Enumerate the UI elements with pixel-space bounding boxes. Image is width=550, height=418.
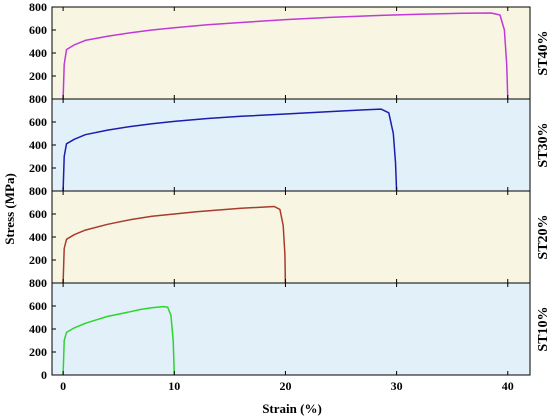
y-tick-label: 600 xyxy=(29,115,47,129)
panel-label: ST40% xyxy=(536,30,550,75)
y-tick-label: 800 xyxy=(29,276,47,290)
y-tick-label: 400 xyxy=(29,46,47,60)
stress-strain-curve xyxy=(62,12,509,100)
y-tick-label: 400 xyxy=(29,230,47,244)
y-tick-label: 0 xyxy=(41,368,47,382)
y-tick-label: 600 xyxy=(29,207,47,221)
y-tick-label: 200 xyxy=(29,253,47,267)
y-tick-label: 600 xyxy=(29,23,47,37)
panel-label: ST30% xyxy=(536,122,550,167)
y-tick-label: 400 xyxy=(29,322,47,336)
y-tick-label: 800 xyxy=(29,0,47,14)
x-axis: 0 10 20 30 40 xyxy=(60,379,514,393)
stress-strain-curve xyxy=(62,205,287,284)
panel-1: 200 400 600 800 ST40% xyxy=(29,0,550,100)
panel-background xyxy=(52,191,530,283)
y-tick-label: 800 xyxy=(29,92,47,106)
panel-3: 200 400 600 800 ST20% xyxy=(29,184,550,284)
x-axis-label: Strain (%) xyxy=(262,401,322,416)
x-tick-label: 20 xyxy=(279,379,291,393)
y-tick-label: 200 xyxy=(29,161,47,175)
panel-label: ST20% xyxy=(536,214,550,259)
panel-background xyxy=(52,99,530,191)
panel-background xyxy=(52,7,530,99)
y-tick-label: 400 xyxy=(29,138,47,152)
panel-4: 0 200 400 600 800 ST10% xyxy=(29,276,550,382)
y-tick-label: 600 xyxy=(29,299,47,313)
panel-2: 200 400 600 800 ST30% xyxy=(29,92,550,192)
stress-strain-curve xyxy=(62,305,176,376)
y-tick-label: 200 xyxy=(29,69,47,83)
x-tick-label: 30 xyxy=(391,379,403,393)
x-tick-label: 40 xyxy=(502,379,514,393)
x-tick-label: 0 xyxy=(60,379,66,393)
panel-background xyxy=(52,283,530,375)
panels-group: 200 400 600 800 ST40% 200 400 600 800 ST30% 200 400… xyxy=(29,0,550,382)
stress-strain-curve xyxy=(62,108,398,192)
y-axis-label: Stress (MPa) xyxy=(2,173,17,245)
x-tick-label: 10 xyxy=(168,379,180,393)
panel-label: ST10% xyxy=(536,306,550,351)
y-tick-label: 800 xyxy=(29,184,47,198)
y-tick-label: 200 xyxy=(29,345,47,359)
